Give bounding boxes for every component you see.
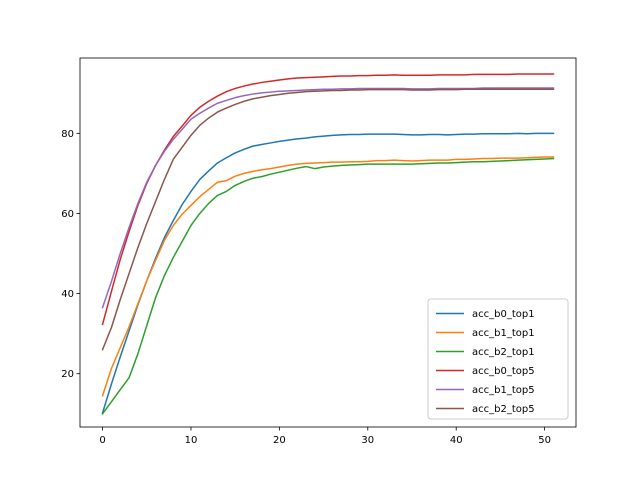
plot-frame — [79, 57, 577, 428]
x-tick-label: 20 — [273, 435, 286, 446]
series-layer — [101, 73, 555, 415]
y-tick-label: 80 — [61, 129, 74, 140]
series-line-acc_b2_top5 — [101, 88, 555, 351]
series-line-acc_b1_top5 — [101, 87, 555, 309]
axes-layer: 0 10 20 30 40 50 20 40 60 80 — [61, 129, 551, 446]
legend-label-acc_b0_top5: acc_b0_top5 — [472, 366, 535, 377]
legend-label-acc_b2_top1: acc_b2_top1 — [472, 347, 535, 358]
series-line-acc_b1_top1 — [101, 156, 555, 397]
x-tick-label: 0 — [99, 435, 105, 446]
legend-label-acc_b1_top5: acc_b1_top5 — [472, 385, 535, 396]
y-tick-label: 60 — [61, 209, 74, 220]
legend-label-acc_b2_top5: acc_b2_top5 — [472, 404, 535, 415]
series-line-acc_b2_top1 — [101, 157, 555, 415]
legend-label-acc_b0_top1: acc_b0_top1 — [472, 309, 535, 320]
series-line-acc_b0_top1 — [101, 132, 555, 414]
series-line-acc_b0_top5 — [101, 73, 555, 326]
legend: acc_b0_top1 acc_b1_top1 acc_b2_top1 acc_b0_… — [427, 298, 569, 420]
x-tick-label: 50 — [538, 435, 551, 446]
legend-label-acc_b1_top1: acc_b1_top1 — [472, 328, 535, 339]
y-tick-label: 40 — [61, 289, 74, 300]
x-tick-label: 10 — [185, 435, 198, 446]
x-tick-label: 30 — [361, 435, 374, 446]
x-tick-label: 40 — [450, 435, 463, 446]
y-tick-label: 20 — [61, 369, 74, 380]
